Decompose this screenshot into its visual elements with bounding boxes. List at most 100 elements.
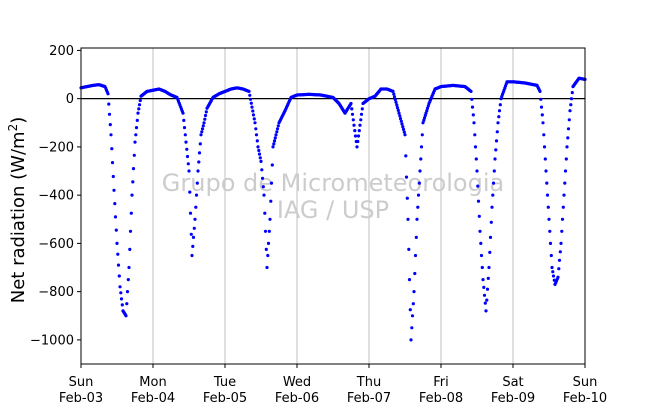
data-point xyxy=(549,253,553,258)
data-point xyxy=(127,265,131,270)
data-point xyxy=(260,168,264,172)
data-point xyxy=(401,125,405,129)
data-point xyxy=(260,176,265,180)
data-point xyxy=(557,267,561,271)
data-point xyxy=(132,153,136,157)
data-points xyxy=(79,76,587,342)
data-point xyxy=(490,205,494,209)
data-point xyxy=(538,89,542,93)
x-tick-day: Sun xyxy=(573,375,598,390)
data-point xyxy=(469,89,473,93)
data-point xyxy=(481,278,485,282)
data-point xyxy=(251,113,256,117)
data-point xyxy=(254,127,258,131)
data-point xyxy=(400,122,404,126)
x-tick-day: Sun xyxy=(69,375,94,390)
data-point xyxy=(109,133,113,137)
data-point xyxy=(559,241,563,245)
x-tick-day: Fri xyxy=(433,375,449,390)
data-point xyxy=(269,199,273,203)
data-point xyxy=(195,181,199,185)
data-point xyxy=(395,106,400,110)
data-point xyxy=(137,103,142,107)
data-point xyxy=(116,263,121,267)
data-point xyxy=(404,175,409,179)
data-point xyxy=(128,247,132,251)
data-point xyxy=(349,101,353,106)
data-point xyxy=(128,229,133,233)
data-point xyxy=(568,109,572,113)
data-point xyxy=(124,314,128,318)
data-point xyxy=(271,145,275,149)
data-point xyxy=(398,114,402,118)
data-point xyxy=(422,116,427,120)
data-point xyxy=(106,92,110,96)
data-point xyxy=(353,129,357,133)
data-point xyxy=(487,265,491,270)
data-point xyxy=(256,145,260,149)
data-point xyxy=(491,193,495,197)
data-point xyxy=(120,303,124,307)
data-point xyxy=(494,139,499,143)
data-point xyxy=(479,241,483,245)
data-point xyxy=(474,157,478,161)
data-point xyxy=(475,169,479,173)
data-point xyxy=(482,285,486,289)
data-point xyxy=(472,121,476,125)
data-point xyxy=(189,232,193,236)
data-point xyxy=(355,145,359,149)
data-point xyxy=(269,181,274,185)
data-point xyxy=(184,140,188,144)
data-point xyxy=(545,193,550,197)
data-point xyxy=(470,97,474,101)
data-point xyxy=(181,111,185,115)
data-point xyxy=(125,290,130,294)
x-tick-day: Wed xyxy=(283,375,311,390)
data-point xyxy=(126,278,130,282)
data-point xyxy=(350,107,354,111)
data-point xyxy=(484,309,488,313)
data-point xyxy=(203,113,208,118)
data-point xyxy=(274,133,278,137)
data-point xyxy=(265,265,269,270)
data-point xyxy=(396,108,400,112)
data-point xyxy=(473,133,477,137)
data-point xyxy=(557,258,562,262)
x-tick-label: Feb-03 xyxy=(59,391,103,406)
data-point xyxy=(413,271,417,276)
data-point xyxy=(567,118,571,122)
data-point xyxy=(489,220,493,224)
data-point xyxy=(482,293,487,297)
data-point xyxy=(497,115,501,119)
data-point xyxy=(251,109,255,113)
data-point xyxy=(560,217,565,221)
data-point xyxy=(134,126,139,130)
data-point xyxy=(199,133,203,137)
y-axis-ticks: 200 0 −200 −400 −600 −800 −1000 xyxy=(30,44,81,348)
data-point xyxy=(190,253,194,258)
data-point xyxy=(110,161,115,165)
data-point xyxy=(255,139,259,143)
data-point xyxy=(250,105,254,109)
data-point xyxy=(352,123,356,127)
data-point xyxy=(478,229,482,233)
data-point xyxy=(397,111,401,115)
data-point xyxy=(556,275,560,279)
data-point xyxy=(137,107,141,111)
data-point xyxy=(113,215,118,219)
data-point xyxy=(204,110,208,114)
data-point xyxy=(133,140,137,144)
data-point xyxy=(551,274,556,278)
data-point xyxy=(275,130,279,134)
data-point xyxy=(359,118,363,122)
data-point xyxy=(202,121,206,125)
data-point xyxy=(194,205,198,209)
data-point xyxy=(488,235,493,239)
data-point xyxy=(394,100,398,104)
data-point xyxy=(196,169,200,173)
data-point xyxy=(266,253,270,258)
data-point xyxy=(542,133,546,137)
data-point xyxy=(357,129,361,133)
data-point xyxy=(191,244,195,248)
data-point xyxy=(353,134,358,138)
